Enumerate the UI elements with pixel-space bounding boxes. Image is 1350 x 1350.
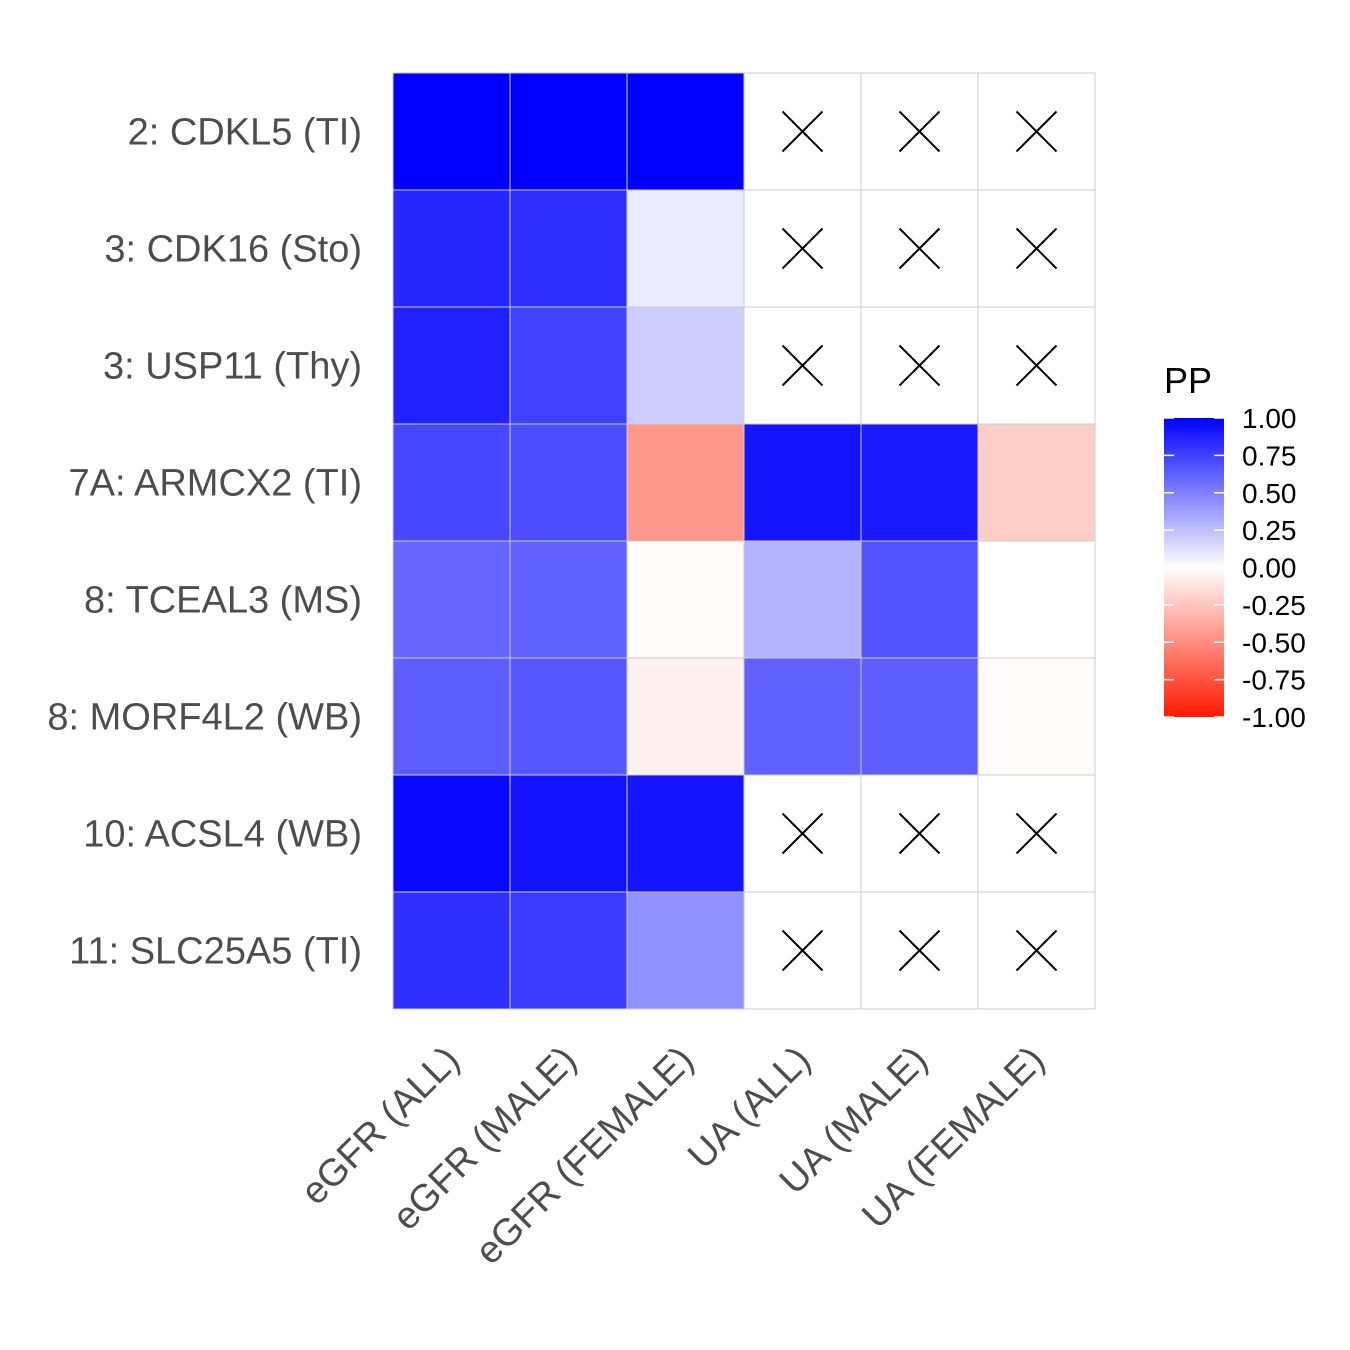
row-label: 8: TCEAL3 (MS) [84, 580, 362, 622]
heatmap-cell [509, 891, 628, 1010]
missing-cross-icon [781, 227, 824, 270]
missing-cross-icon [781, 929, 824, 972]
heatmap-cell [977, 540, 1096, 659]
missing-cross-icon [1015, 812, 1058, 855]
heatmap-cell [392, 189, 511, 308]
heatmap-cell [626, 189, 745, 308]
heatmap-cell [860, 423, 979, 542]
heatmap-cell [509, 423, 628, 542]
missing-cross-icon [781, 344, 824, 387]
legend-title: PP [1164, 360, 1212, 401]
row-label: 8: MORF4L2 (WB) [47, 697, 362, 739]
heatmap-cell [509, 189, 628, 308]
missing-cross-icon [898, 110, 941, 153]
column-labels: eGFR (ALL)eGFR (MALE)eGFR (FEMALE)UA (AL… [293, 1039, 1053, 1273]
legend-tick-label: 0.25 [1242, 515, 1297, 546]
heatmap-cell [743, 657, 862, 776]
heatmap-cell [509, 72, 628, 191]
heatmap-cell [392, 540, 511, 659]
heatmap-cell [626, 306, 745, 425]
missing-cross-icon [898, 227, 941, 270]
legend-tick-label: -0.75 [1242, 665, 1306, 696]
heatmap-cell [626, 72, 745, 191]
heatmap-cell [626, 540, 745, 659]
heatmap-cells [392, 72, 1096, 1010]
row-label: 11: SLC25A5 (TI) [69, 931, 362, 973]
heatmap-cell [509, 774, 628, 893]
heatmap-cell [743, 540, 862, 659]
missing-cross-icon [1015, 344, 1058, 387]
missing-cross-icon [898, 344, 941, 387]
missing-cross-icon [1015, 227, 1058, 270]
heatmap-cell [977, 657, 1096, 776]
column-label: eGFR (FEMALE) [468, 1039, 702, 1273]
missing-cross-icon [1015, 929, 1058, 972]
legend-tick-label: 1.00 [1242, 403, 1297, 434]
heatmap-cell [626, 891, 745, 1010]
row-label: 7A: ARMCX2 (TI) [69, 463, 363, 505]
missing-cross-icon [898, 812, 941, 855]
heatmap-cell [392, 891, 511, 1010]
heatmap-cell [509, 657, 628, 776]
heatmap-cell [509, 306, 628, 425]
legend-tick-label: -1.00 [1242, 702, 1306, 733]
row-label: 2: CDKL5 (TI) [128, 112, 362, 154]
missing-cross-icon [781, 812, 824, 855]
heatmap-cell [860, 657, 979, 776]
legend-tick-label: 0.50 [1242, 478, 1297, 509]
missing-cross-icon [898, 929, 941, 972]
heatmap-cell [977, 423, 1096, 542]
missing-cross-icon [781, 110, 824, 153]
heatmap-cell [392, 423, 511, 542]
heatmap-cell [392, 774, 511, 893]
heatmap-cell [860, 540, 979, 659]
legend-tick-label: -0.50 [1242, 627, 1306, 658]
heatmap-cell [626, 423, 745, 542]
missing-cross-icon [1015, 110, 1058, 153]
legend-tick-label: 0.00 [1242, 553, 1297, 584]
legend-tick-label: 0.75 [1242, 440, 1297, 471]
heatmap-cell [392, 72, 511, 191]
heatmap-cell [626, 657, 745, 776]
row-labels: 2: CDKL5 (TI) 3: CDK16 (Sto) 3: USP11 (Thy… [47, 112, 362, 973]
legend-tick-label: -0.25 [1242, 590, 1306, 621]
heatmap-cell [392, 306, 511, 425]
heatmap-cell [743, 423, 862, 542]
row-label: 3: USP11 (Thy) [103, 346, 362, 388]
legend-ticks: 1.00 0.75 0.50 0.25 0.00 -0.25 -0.50 -0.75 -1.00 [1164, 403, 1306, 733]
row-label: 3: CDK16 (Sto) [104, 229, 362, 271]
row-label: 10: ACSL4 (WB) [83, 814, 362, 856]
heatmap-cell [626, 774, 745, 893]
legend: PP 1.00 0.75 0.50 0.25 0.00 -0.25 -0.50 -0.75 -1… [1164, 360, 1306, 733]
heatmap-cell [392, 657, 511, 776]
heatmap-cell [509, 540, 628, 659]
